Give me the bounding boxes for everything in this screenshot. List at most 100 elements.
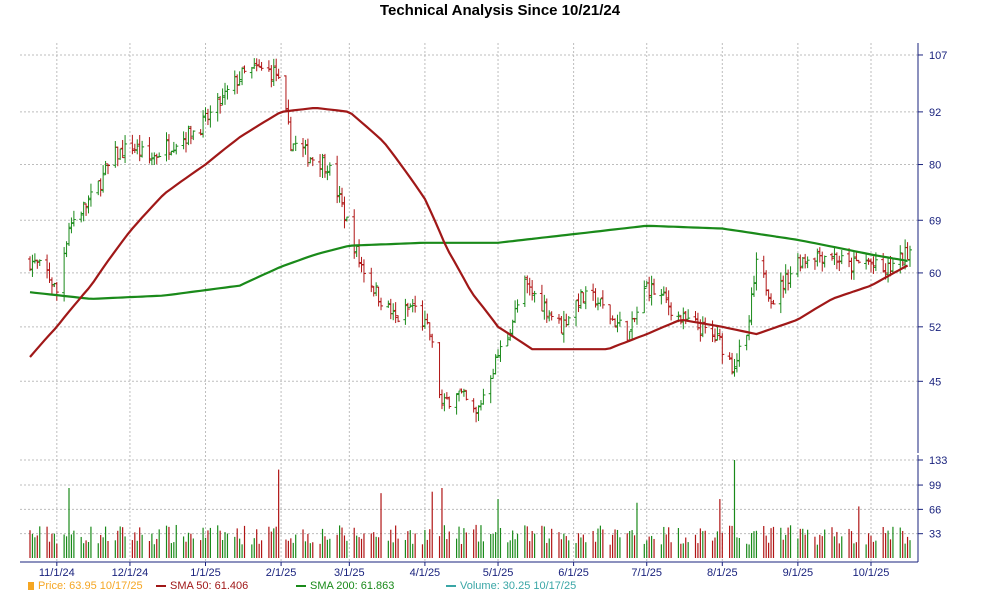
price-bar [361,259,366,283]
price-bar [410,298,415,313]
price-bar [908,245,912,267]
price-bar [427,322,432,341]
price-bar [712,328,717,343]
price-bar [257,59,262,68]
price-bar [420,300,425,331]
moving-averages [29,107,909,358]
price-bar [266,60,271,72]
price-bar [478,400,483,411]
x-tick-label: 7/1/25 [631,567,662,579]
price-bar [310,157,315,167]
price-bar [157,152,162,158]
price-bar [115,146,120,167]
price-bar [62,247,67,302]
price-tick-label: 69 [929,215,941,227]
price-bar [839,249,844,265]
price-bar [710,320,715,343]
price-bar [751,275,756,297]
price-bar [600,290,605,309]
price-bar [829,252,834,261]
price-bar [644,280,649,288]
price-bar [237,71,242,86]
price-bar [437,342,442,399]
price-bar [32,253,37,264]
price-bar [98,178,103,197]
price-bar [581,292,586,304]
price-bar [252,58,257,69]
price-bar [578,289,583,309]
price-bar [778,272,783,314]
price-bar [454,393,459,415]
price-bar [461,388,466,397]
price-bar [84,203,89,216]
price-bar [293,135,298,151]
price-bar [769,293,774,309]
sma-200-line [29,224,908,300]
price-tick-label: 107 [929,50,947,62]
price-bar [820,251,825,272]
price-bar [274,58,279,82]
price-bar [201,110,206,138]
price-bar [240,67,245,86]
price-bar [166,134,171,160]
price-bar [737,339,742,367]
price-bar [610,315,615,321]
price-bar [515,299,520,313]
price-bar [164,132,169,162]
price-bar [271,58,276,86]
price-bar [322,153,327,178]
price-bar [754,252,759,291]
price-bar [186,125,191,146]
price-bar [232,70,237,95]
price-bar [81,201,86,222]
price-bar [223,82,228,105]
price-bar [566,316,571,326]
volume-tick-label: 133 [929,455,947,467]
price-bar [301,138,306,158]
price-bar [391,303,396,321]
price-bar [866,257,871,265]
price-bar [376,286,381,307]
price-bar [803,253,808,269]
price-bar [174,143,179,155]
price-bar [559,316,564,334]
price-bar [498,340,503,362]
price-bar [905,242,910,260]
price-bar [340,187,345,208]
price-bar [669,302,674,321]
volume-bars [29,460,911,558]
price-bar [664,287,669,304]
x-tick-label: 11/1/24 [39,567,75,579]
price-bar [525,275,530,294]
price-bar [871,256,876,274]
price-bar [652,278,657,295]
price-bar [747,315,752,341]
price-bar [649,275,654,306]
price-bar [817,247,822,263]
legend-swatch [156,585,166,588]
price-bar [556,314,561,324]
x-tick-label: 1/1/25 [190,567,221,579]
price-bar [593,288,598,308]
price-bar [542,294,547,320]
price-bar [856,259,861,264]
x-tick-label: 2/1/25 [266,567,297,579]
x-tick-label: 10/1/25 [853,567,890,579]
price-bar [303,139,308,155]
price-bar [788,266,793,288]
price-bar [337,186,342,203]
price-bar [430,333,435,348]
price-bar [834,252,839,270]
price-bar [795,253,800,278]
price-bar [583,286,588,310]
price-bar [54,281,59,301]
price-bar [225,85,230,100]
price-bar [113,141,118,168]
price-bar [249,66,254,79]
price-bar [135,139,140,155]
price-bar [71,210,76,227]
price-bar [154,153,159,165]
price-bar [598,298,603,307]
price-bar [608,304,613,325]
